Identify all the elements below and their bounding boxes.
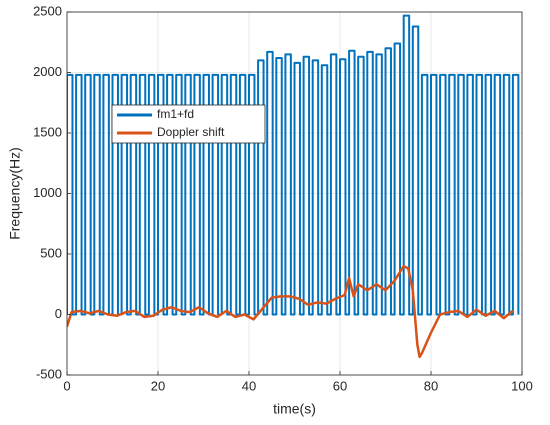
- x-tick-label: 60: [333, 378, 347, 393]
- y-tick-label: 2500: [33, 3, 62, 18]
- series-line: [67, 14, 520, 316]
- x-tick-label: 0: [63, 378, 70, 393]
- legend-label: fm1+fd: [157, 107, 194, 121]
- legend-label: Doppler shift: [157, 125, 225, 139]
- y-tick-label: 500: [40, 245, 62, 260]
- x-tick-label: 80: [424, 378, 438, 393]
- y-tick-label: 1500: [33, 124, 62, 139]
- series-line: [67, 264, 514, 359]
- x-tick-label: 20: [151, 378, 165, 393]
- legend-box: [111, 104, 266, 144]
- y-tick-label: 0: [55, 306, 62, 321]
- y-tick-label: -500: [36, 366, 62, 381]
- x-tick-label: 40: [242, 378, 256, 393]
- x-tick-label: 100: [511, 378, 533, 393]
- y-tick-label: 2000: [33, 64, 62, 79]
- y-axis-label: Frequency(Hz): [7, 147, 23, 240]
- x-axis-label: time(s): [273, 401, 316, 417]
- y-tick-label: 1000: [33, 185, 62, 200]
